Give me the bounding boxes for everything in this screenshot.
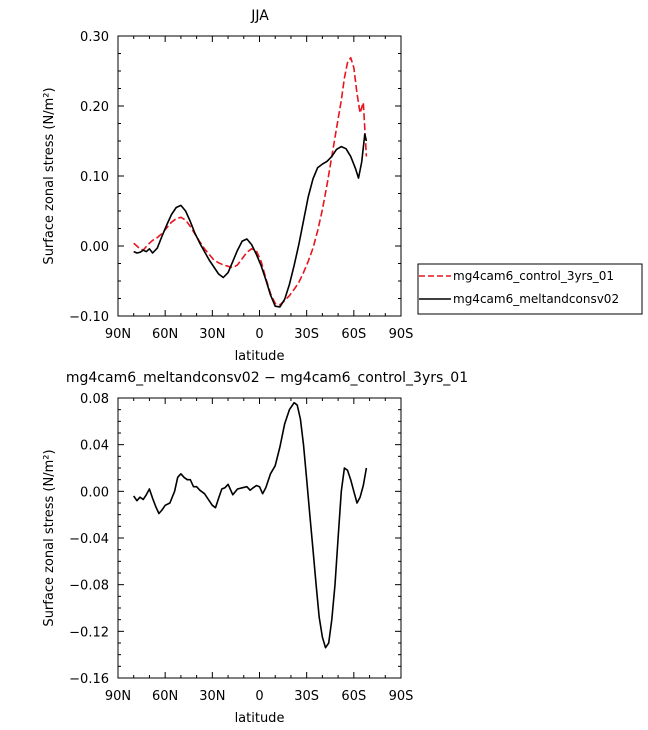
x-tick-label: 60N <box>152 327 178 342</box>
x-tick-label: 90N <box>105 327 131 342</box>
x-tick-label: 60S <box>341 689 366 704</box>
x-axis-label: latitude <box>235 711 285 726</box>
series-layer <box>133 401 368 649</box>
legend-label-control: mg4cam6_control_3yrs_01 <box>453 269 614 283</box>
y-tick-label: −0.10 <box>69 310 109 325</box>
chart-title: mg4cam6_meltandconsv02 − mg4cam6_control… <box>66 370 468 386</box>
x-tick-label: 60N <box>152 689 178 704</box>
y-tick-label: 0.08 <box>80 392 109 407</box>
chart-title: JJA <box>250 8 269 24</box>
x-tick-label: 30S <box>294 689 319 704</box>
legend: mg4cam6_control_3yrs_01 mg4cam6_meltandc… <box>417 263 643 315</box>
x-tick-label: 30S <box>294 327 319 342</box>
y-tick-label: −0.16 <box>69 672 109 687</box>
x-tick-label: 0 <box>255 689 263 704</box>
y-axis-ticks: −0.10 0.00 0.10 0.20 0.30 <box>69 30 401 325</box>
y-axis-label: Surface zonal stress (N/m²) <box>42 87 57 264</box>
series-line-0 <box>133 401 368 649</box>
x-tick-label: 90N <box>105 689 131 704</box>
x-tick-label: 30N <box>199 327 225 342</box>
legend-box <box>417 263 643 315</box>
series-line-1 <box>133 133 368 308</box>
y-tick-label: 0.00 <box>80 240 109 255</box>
x-axis-ticks: 90N 60N 30N 0 30S 60S 90S <box>105 36 414 342</box>
y-tick-label: −0.12 <box>69 625 109 640</box>
y-tick-label: 0.10 <box>80 170 109 185</box>
y-axis-label: Surface zonal stress (N/m²) <box>42 449 57 626</box>
chart-top: JJA 90N 60N 30N 0 30S 60S 90S −0.10 0.00 0.10 0.2… <box>42 8 643 364</box>
y-tick-label: 0.00 <box>80 485 109 500</box>
chart-bottom: mg4cam6_meltandconsv02 − mg4cam6_control… <box>42 370 468 726</box>
x-tick-label: 60S <box>341 327 366 342</box>
x-tick-label: 90S <box>389 689 414 704</box>
x-tick-label: 30N <box>199 689 225 704</box>
x-axis-label: latitude <box>235 349 285 364</box>
legend-label-meltandconsv: mg4cam6_meltandconsv02 <box>453 292 619 306</box>
y-tick-label: 0.20 <box>80 100 109 115</box>
series-line-0 <box>133 56 368 306</box>
plot-frame <box>117 397 402 679</box>
series-layer <box>133 56 368 308</box>
y-tick-label: 0.04 <box>80 439 109 454</box>
y-tick-label: 0.30 <box>80 30 109 45</box>
y-tick-label: −0.04 <box>69 532 109 547</box>
x-axis-ticks: 90N 60N 30N 0 30S 60S 90S <box>105 398 414 704</box>
x-tick-label: 0 <box>255 327 263 342</box>
y-axis-ticks: −0.16 −0.12 −0.08 −0.04 0.00 0.04 0.08 <box>69 392 401 687</box>
y-tick-label: −0.08 <box>69 579 109 594</box>
x-tick-label: 90S <box>389 327 414 342</box>
